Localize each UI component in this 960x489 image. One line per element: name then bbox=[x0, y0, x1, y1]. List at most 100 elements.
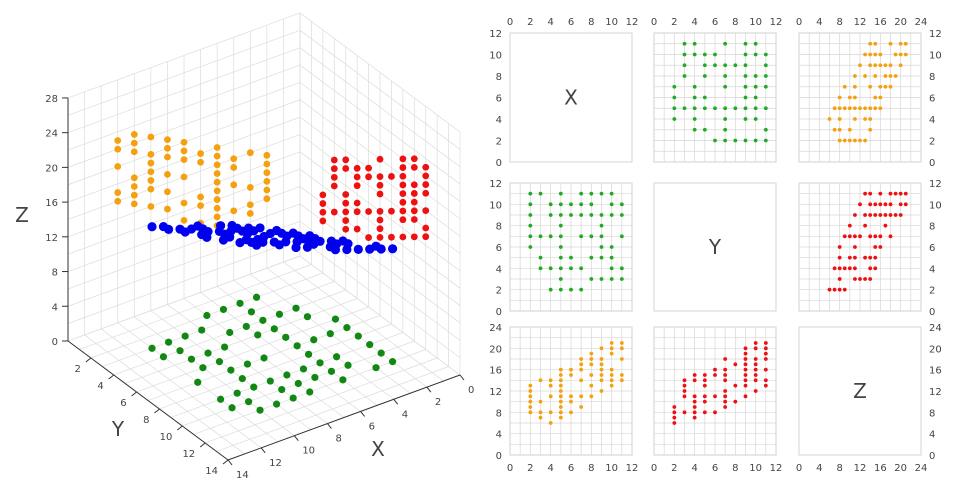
matrix-point bbox=[599, 346, 604, 351]
point-yz-projection bbox=[319, 191, 327, 199]
gridline-xz-wall bbox=[67, 64, 301, 151]
point-yz-projection bbox=[376, 173, 384, 181]
matrix-point bbox=[868, 202, 873, 207]
matrix-point bbox=[619, 341, 624, 345]
matrix-point bbox=[579, 213, 584, 217]
matrix-point bbox=[842, 106, 847, 111]
matrix-point bbox=[619, 234, 624, 239]
matrix-point bbox=[702, 127, 707, 132]
matrix-point bbox=[842, 234, 847, 239]
gridline-xz-wall bbox=[67, 168, 301, 255]
top-tick-label: 6 bbox=[568, 17, 574, 28]
matrix-point bbox=[743, 346, 748, 351]
point-xz-projection bbox=[180, 216, 188, 224]
point-xz-projection bbox=[213, 144, 221, 151]
right-tick-label: 8 bbox=[929, 72, 935, 83]
matrix-point bbox=[853, 213, 857, 217]
point-xy-projection bbox=[306, 388, 314, 396]
matrix-point bbox=[558, 410, 563, 415]
point-xy-projection bbox=[252, 293, 261, 301]
matrix-point bbox=[558, 373, 563, 377]
matrix-point bbox=[672, 117, 677, 121]
gridline-floor bbox=[100, 328, 262, 449]
point-xy-projection bbox=[303, 313, 312, 321]
point-yz-projection bbox=[410, 181, 418, 189]
matrix-point bbox=[878, 95, 883, 100]
x-tick bbox=[459, 374, 465, 381]
matrix-point bbox=[548, 266, 553, 271]
matrix-point bbox=[548, 394, 553, 399]
matrix-point bbox=[847, 255, 852, 260]
matrix-point bbox=[903, 202, 908, 207]
matrix-point bbox=[579, 202, 584, 207]
z-tick-label: 24 bbox=[45, 129, 58, 140]
point-xy-projection bbox=[199, 364, 207, 372]
matrix-point bbox=[692, 106, 697, 111]
matrix-point bbox=[878, 245, 883, 249]
gridline-floor bbox=[134, 316, 295, 436]
matrix-point bbox=[569, 410, 573, 415]
matrix-point bbox=[863, 277, 867, 281]
matrix-point bbox=[842, 84, 847, 89]
point-xy-projection bbox=[254, 331, 262, 339]
matrix-point bbox=[863, 106, 867, 111]
matrix-point bbox=[873, 266, 878, 271]
matrix-point bbox=[528, 202, 533, 207]
matrix-point bbox=[599, 191, 604, 196]
z-tick-label: 20 bbox=[45, 163, 58, 174]
panel-x-vs-x: X bbox=[509, 32, 633, 163]
matrix-point bbox=[692, 95, 697, 100]
matrix-point bbox=[868, 41, 873, 46]
top-tick-label: 8 bbox=[732, 17, 738, 28]
y-tick-label: 6 bbox=[120, 398, 126, 409]
top-tick-label: 4 bbox=[547, 17, 553, 28]
point-yz-projection bbox=[330, 156, 338, 164]
scatter-matrix: XYZ0022446688101012120022446688101012120… bbox=[489, 17, 941, 474]
panel-x-vs-z bbox=[798, 32, 922, 163]
matrix-point bbox=[743, 95, 748, 100]
point-yz-projection bbox=[422, 224, 430, 232]
matrix-point bbox=[837, 117, 842, 121]
right-tick-label: 8 bbox=[929, 222, 935, 233]
matrix-point bbox=[858, 234, 862, 239]
matrix-point bbox=[858, 106, 862, 111]
matrix-point bbox=[599, 213, 604, 217]
bottom-tick-label: 0 bbox=[507, 463, 513, 474]
matrix-point bbox=[619, 266, 624, 271]
gridline-xz-wall bbox=[67, 238, 301, 324]
matrix-point bbox=[538, 191, 543, 196]
matrix-point bbox=[558, 277, 563, 281]
matrix-point bbox=[558, 367, 563, 372]
matrix-point bbox=[558, 394, 563, 399]
matrix-point bbox=[682, 394, 687, 399]
matrix-point bbox=[753, 367, 758, 372]
point-xz-projection bbox=[213, 178, 221, 186]
matrix-point bbox=[538, 415, 543, 420]
point-xy-projection bbox=[299, 365, 308, 373]
matrix-point bbox=[888, 202, 893, 207]
matrix-point bbox=[863, 138, 867, 143]
point-xz-projection bbox=[164, 153, 171, 161]
point-xz-projection bbox=[147, 168, 155, 176]
point-3d bbox=[255, 223, 265, 233]
point-xz-projection bbox=[246, 210, 254, 217]
y-tick bbox=[222, 459, 229, 465]
matrix-point bbox=[847, 138, 852, 143]
matrix-point bbox=[538, 378, 543, 383]
point-xz-projection bbox=[213, 170, 221, 177]
matrix-point bbox=[733, 106, 738, 111]
matrix-point bbox=[569, 399, 573, 404]
matrix-point bbox=[753, 84, 758, 89]
matrix-point bbox=[702, 63, 707, 68]
matrix-point bbox=[868, 255, 873, 260]
point-yz-projection bbox=[353, 199, 361, 207]
point-xy-projection bbox=[194, 378, 202, 386]
point-xz-projection bbox=[180, 173, 188, 181]
bottom-tick-label: 8 bbox=[732, 463, 738, 474]
matrix-point bbox=[548, 421, 553, 425]
matrix-point bbox=[692, 41, 697, 46]
point-xz-projection bbox=[180, 147, 188, 155]
matrix-point bbox=[702, 399, 707, 404]
point-xz-projection bbox=[147, 159, 155, 167]
